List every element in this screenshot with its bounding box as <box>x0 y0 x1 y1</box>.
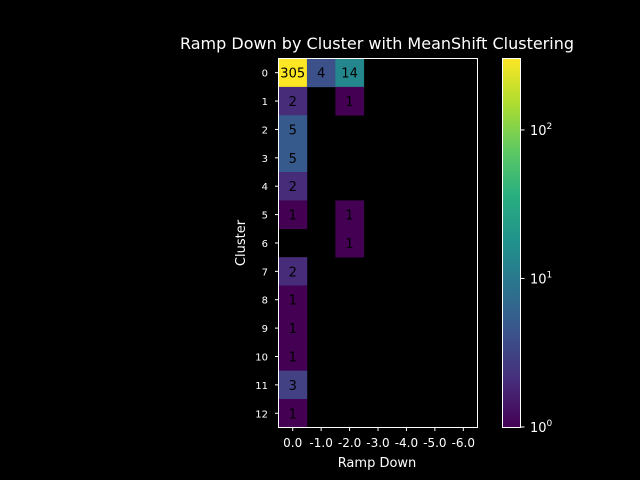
cell-value-label: 3 <box>289 379 297 394</box>
x-tick-label: -4.0 <box>395 436 418 450</box>
heatmap-cell <box>278 285 308 315</box>
heatmap-cell <box>278 342 308 371</box>
x-axis-ticks: 0.0 -1.0 -2.0 -3.0 -4.0 -5.0 -6.0 <box>283 427 475 450</box>
cell-value-label: 1 <box>289 407 297 422</box>
heatmap-cell <box>278 313 308 343</box>
y-tick-label: 12 <box>255 409 268 420</box>
plot-frame <box>278 58 478 428</box>
y-tick-label: 7 <box>262 267 268 278</box>
cell-value-label: 1 <box>289 322 297 337</box>
y-tick-label: 8 <box>262 296 268 307</box>
cell-value-label: 5 <box>289 152 297 167</box>
colorbar-ticks: 100 101 102 <box>520 122 553 436</box>
y-tick-label: 5 <box>262 211 268 222</box>
heatmap-cell <box>278 86 308 116</box>
heatmap-cells <box>278 58 365 428</box>
cell-value-label: 1 <box>289 294 297 309</box>
colorbar-frame <box>502 58 521 428</box>
colorbar <box>502 58 520 427</box>
y-tick-label: 6 <box>262 239 268 250</box>
y-axis-label: Cluster <box>234 219 249 266</box>
cell-value-label: 1 <box>289 350 297 365</box>
cell-value-label: 1 <box>345 237 353 252</box>
heatmap-cell <box>335 58 365 88</box>
cell-value-label: 5 <box>289 123 297 138</box>
heatmap-cell <box>278 399 308 428</box>
y-tick-label: 1 <box>262 97 268 108</box>
heatmap-cell-labels: 305 4 14 2 1 5 5 2 1 1 1 2 1 1 1 3 1 <box>280 67 358 423</box>
heatmap-cell <box>278 257 308 286</box>
cell-value-label: 1 <box>289 209 297 224</box>
heatmap-cell <box>335 200 365 230</box>
cell-value-label: 2 <box>289 180 297 195</box>
heatmap-cell <box>335 86 365 116</box>
cell-value-label: 1 <box>345 95 353 110</box>
y-tick-label: 9 <box>262 324 268 335</box>
y-tick-label: 0 <box>262 69 268 80</box>
heatmap-cell <box>306 58 336 88</box>
heatmap-cell <box>278 58 308 88</box>
x-axis-label: Ramp Down <box>338 456 417 471</box>
cell-value-label: 305 <box>280 67 305 82</box>
heatmap-cell <box>278 370 308 400</box>
y-tick-label: 4 <box>262 182 268 193</box>
heatmap-cell <box>278 143 308 173</box>
x-tick-label: -1.0 <box>309 436 332 450</box>
x-tick-label: 0.0 <box>283 436 302 450</box>
y-tick-label: 2 <box>262 125 268 136</box>
chart-title: Ramp Down by Cluster with MeanShift Clus… <box>180 34 574 53</box>
y-tick-label: 11 <box>255 381 268 392</box>
cell-value-label: 2 <box>289 265 297 280</box>
heatmap-cell <box>278 172 308 201</box>
cell-value-label: 2 <box>289 95 297 110</box>
colorbar-tick-label: 100 <box>530 419 553 436</box>
colorbar-tick-label: 101 <box>530 270 552 287</box>
x-tick-label: -5.0 <box>423 436 446 450</box>
colorbar-tick-label: 102 <box>530 122 552 139</box>
cell-value-label: 4 <box>317 67 325 82</box>
y-tick-label: 3 <box>262 154 268 165</box>
heatmap-cell <box>278 200 308 230</box>
cell-value-label: 1 <box>345 209 353 224</box>
cell-value-label: 14 <box>341 67 358 82</box>
heatmap-cell <box>278 115 308 144</box>
x-tick-label: -3.0 <box>366 436 389 450</box>
x-tick-label: -2.0 <box>338 436 361 450</box>
x-tick-label: -6.0 <box>452 436 475 450</box>
heatmap-cell <box>335 228 365 258</box>
y-tick-label: 10 <box>255 352 268 363</box>
